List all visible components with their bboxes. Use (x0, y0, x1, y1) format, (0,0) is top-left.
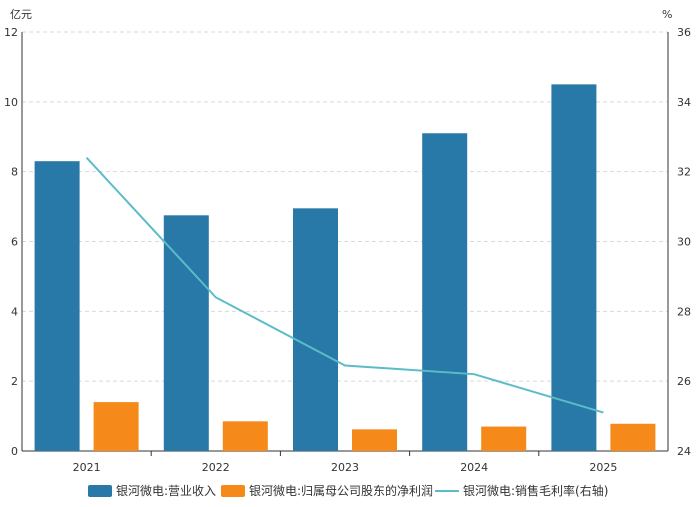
bar (422, 133, 468, 451)
bar (222, 421, 268, 451)
y-left-tick-label: 6 (11, 236, 18, 249)
bar (352, 429, 397, 451)
y-left-tick-label: 2 (11, 375, 18, 388)
y-left-tick-label: 4 (11, 305, 18, 318)
y-right-tick-label: 30 (677, 236, 691, 249)
legend-swatch (88, 485, 112, 497)
legend-label: 银河微电:销售毛利率(右轴) (463, 483, 608, 498)
y-left-unit-label: 亿元 (10, 8, 32, 21)
bar (481, 426, 527, 451)
y-left-tick-label: 8 (11, 166, 18, 179)
bar (293, 208, 338, 451)
legend-label: 银河微电:归属母公司股东的净利润 (249, 483, 433, 498)
legend: 银河微电:营业收入 银河微电:归属母公司股东的净利润 银河微电:销售毛利率(右轴) (88, 483, 608, 498)
bar (610, 423, 656, 451)
bar (551, 84, 597, 451)
x-tick-label: 2023 (331, 461, 359, 474)
x-tick-label: 2024 (460, 461, 488, 474)
line-series-path (85, 157, 604, 414)
grid-lines (22, 31, 668, 382)
y-right-tick-label: 28 (677, 305, 691, 318)
bar (93, 402, 139, 451)
bar (163, 215, 209, 451)
y-left-tick-label: 12 (4, 26, 18, 39)
x-tick-label: 2025 (589, 461, 617, 474)
y-right-tick-label: 36 (677, 26, 691, 39)
line-series (85, 157, 604, 414)
legend-label: 银河微电:营业收入 (116, 484, 216, 498)
bar (34, 161, 80, 452)
y-right-tick-label: 32 (677, 166, 691, 179)
y-right-tick-label: 34 (677, 96, 691, 109)
y-left-tick-label: 0 (11, 445, 18, 458)
y-right-tick-label: 24 (677, 445, 691, 458)
y-right-unit-label: % (662, 8, 672, 21)
x-tick-label: 2021 (73, 461, 101, 474)
bars (34, 84, 656, 452)
y-right-tick-label: 26 (677, 375, 691, 388)
legend-swatch (221, 485, 245, 497)
x-tick-label: 2022 (202, 461, 230, 474)
y-left-tick-label: 10 (4, 96, 18, 109)
